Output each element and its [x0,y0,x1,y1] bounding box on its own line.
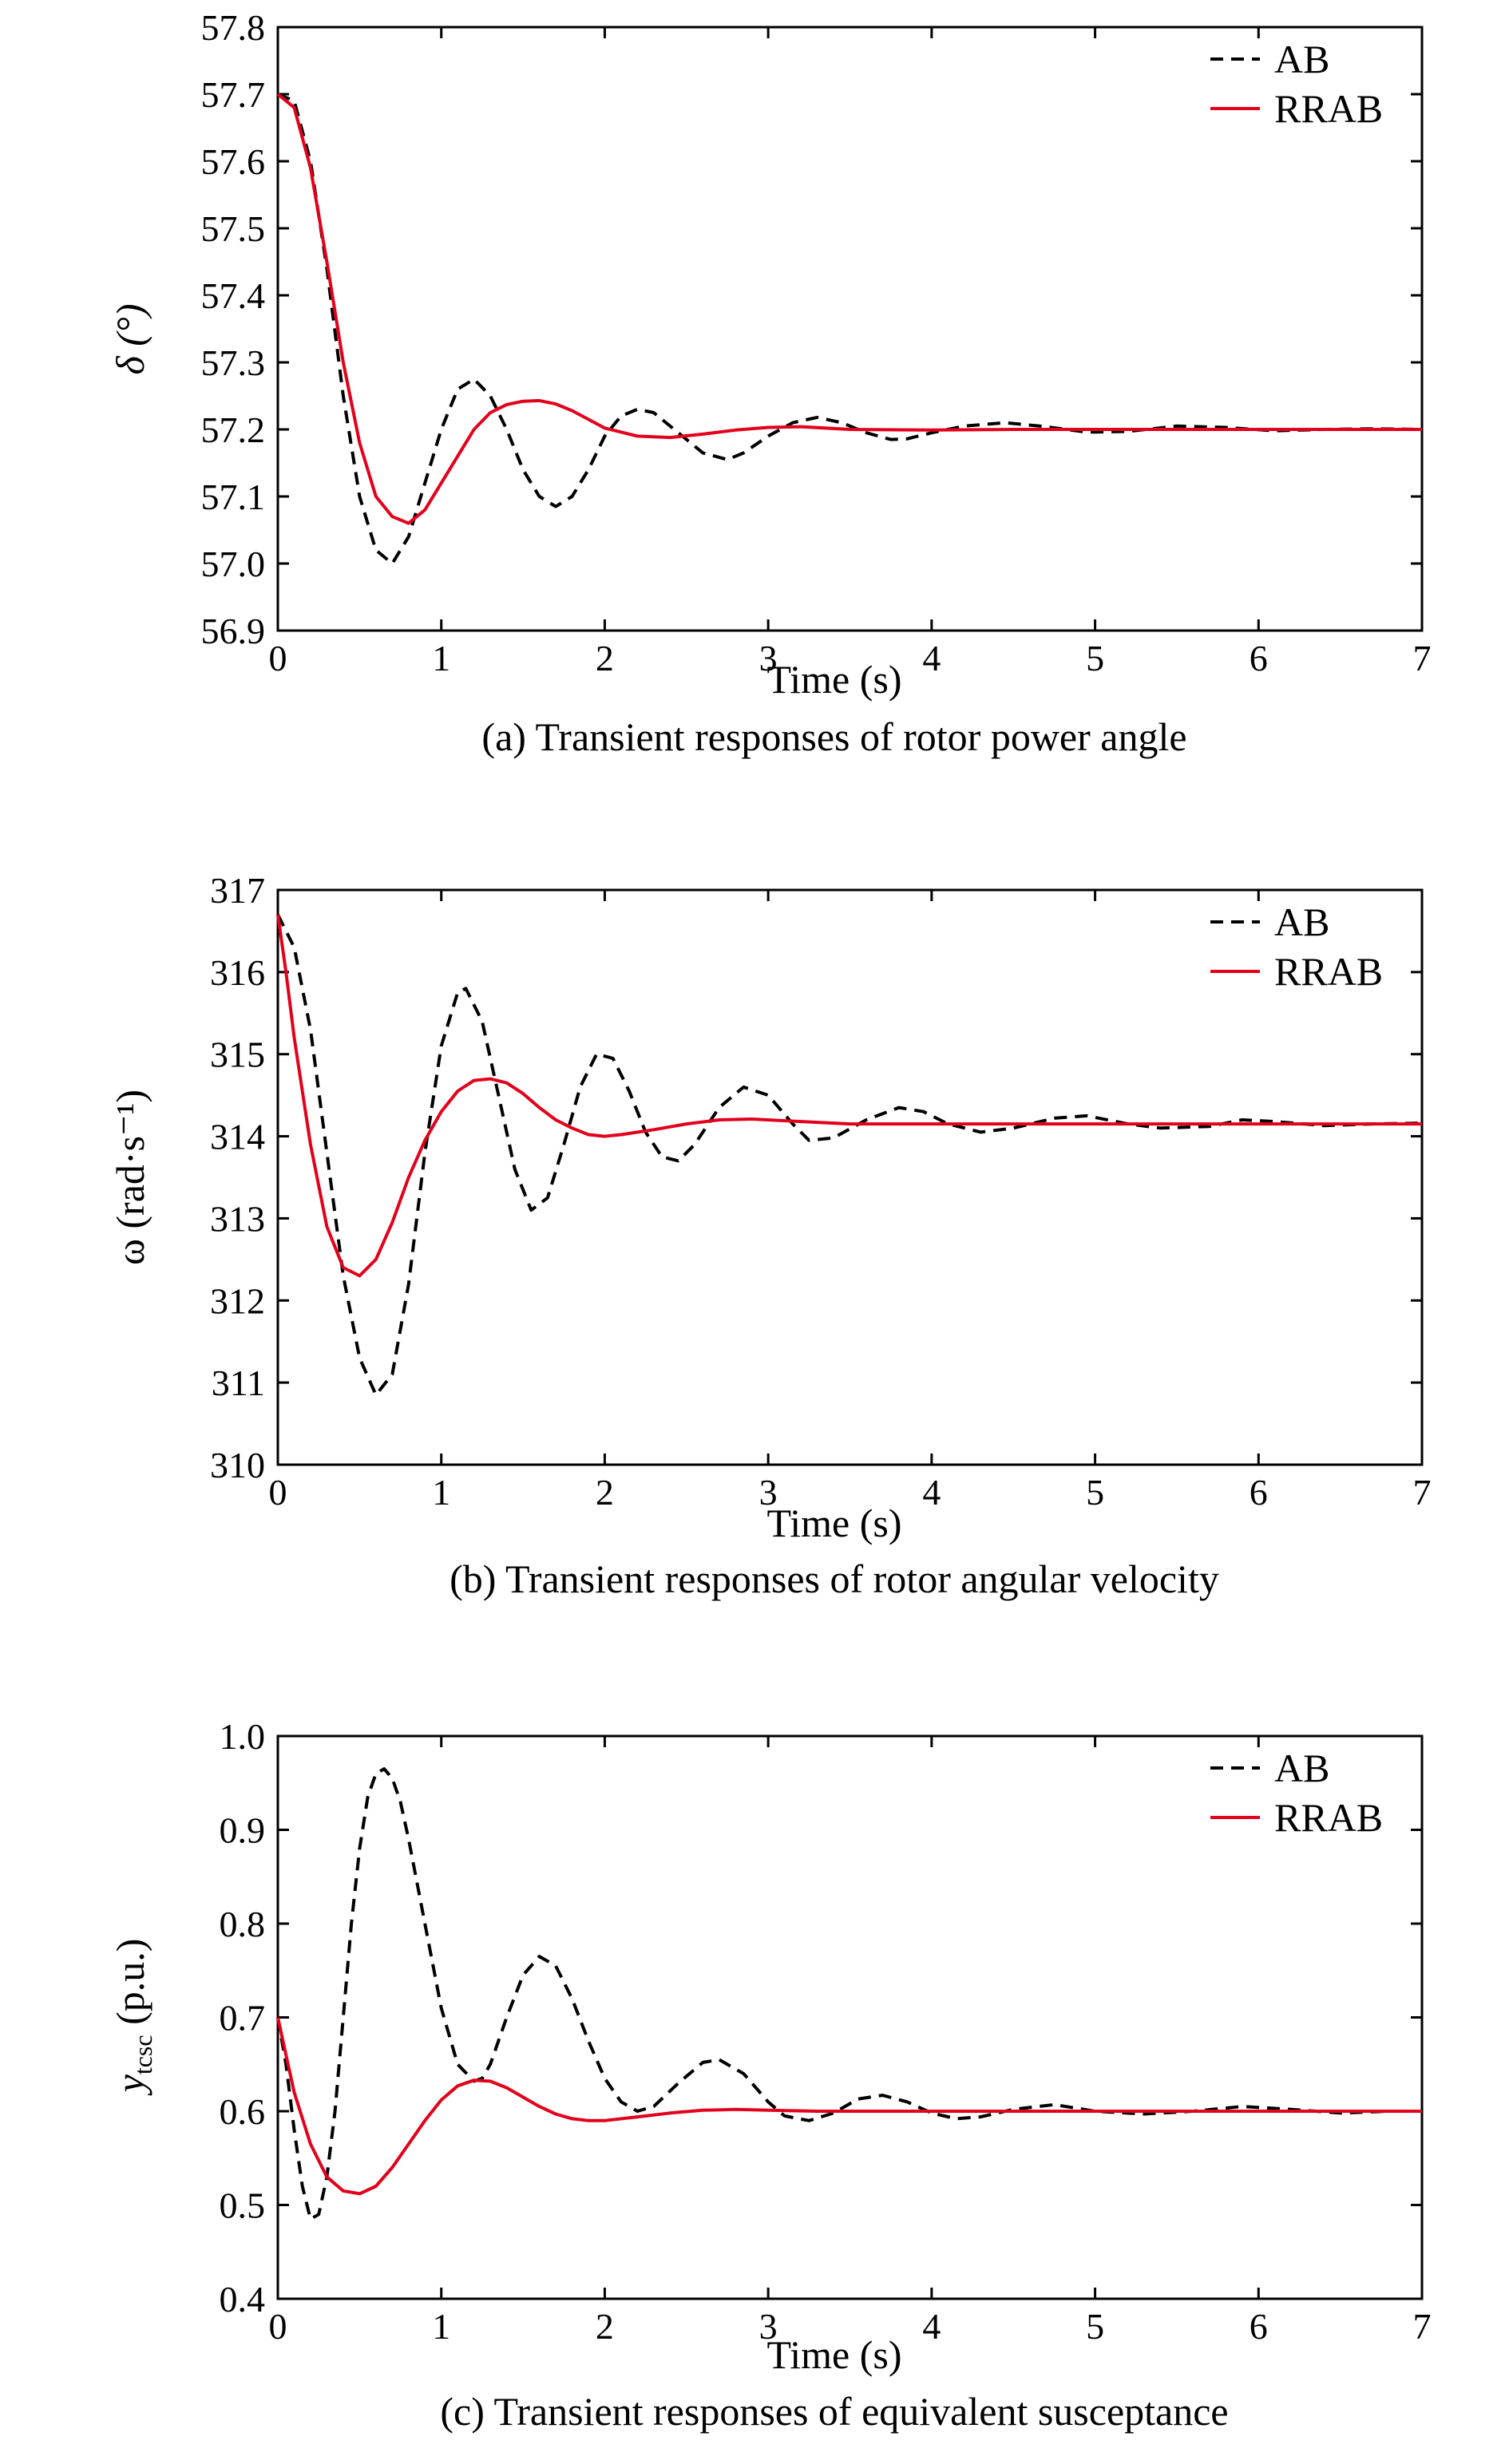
panel-c-series-ab-line [276,1767,1422,2221]
panel-a-caption: (a) Transient responses of rotor power a… [481,714,1186,759]
panel-c-y-tick-label: 0.6 [220,2091,266,2132]
panel-b-xlabel: Time (s) [766,1501,901,1545]
panel-c-series-rrab-line [276,2017,1422,2196]
panel-b-x-tick-label: 4 [922,1472,941,1513]
panel-a-ylabel: δ (°) [108,303,152,374]
panel-b-y-tick-label: 312 [210,1280,265,1321]
panel-c-y-tick-label: 1.0 [220,1716,266,1757]
panel-a-x-tick-label: 2 [596,638,614,678]
panel-a-x-tick-label: 3 [759,638,778,678]
panel-a-plot-frame [276,26,1424,632]
panel-a-x-tick-label: 1 [432,638,450,678]
panel-b-legend-label-rrab: RRAB [1274,949,1383,994]
panel-c-x-tick-label: 4 [922,2306,941,2347]
panel-c-caption: (c) Transient responses of equivalent su… [440,2389,1228,2434]
panel-b-x-tick-label: 1 [432,1472,450,1513]
panel-a-xlabel: Time (s) [766,657,901,702]
panel-c-plot-frame [276,1734,1424,2300]
panel-b-series-ab-line [276,914,1423,1397]
panel-c-y-tick-label: 0.7 [220,1998,266,2039]
panel-c-xlabel: Time (s) [766,2332,901,2377]
panel-b-series-rrab-line [276,914,1422,1278]
panel-c-grid-marks: 0 1 2 3 4 5 6 7 0.4 0.5 0.6 0.7 0.8 0.9 1.0 AB RRAB [220,1716,1432,2347]
panel-rotor-angular-velocity: 0 1 2 3 4 5 6 7 310 311 312 313 314 315 316 317 AB RRAB ω… [108,870,1432,1601]
panel-b-y-tick-label: 317 [210,870,265,911]
panel-c-legend-label-ab: AB [1274,1746,1329,1790]
panel-b-y-tick-label: 310 [210,1445,265,1485]
panel-a-grid-marks: 0 1 2 3 4 5 6 7 56.9 57.0 57.1 57.2 57.3 57.4 57.5 57.6… [201,7,1432,678]
panel-a-legend-label-ab: AB [1274,37,1329,81]
panel-b-x-tick-label: 0 [269,1472,287,1513]
panel-b-x-tick-label: 6 [1250,1472,1268,1513]
panel-c-x-tick-label: 2 [596,2306,614,2347]
panel-b-x-tick-label: 2 [596,1472,614,1513]
panel-c-y-tick-label: 0.4 [220,2279,266,2320]
panel-c-x-tick-label: 5 [1086,2306,1104,2347]
panel-a-y-tick-label: 57.3 [201,342,266,383]
panel-rotor-power-angle: 0 1 2 3 4 5 6 7 56.9 57.0 57.1 57.2 57.3 57.4 57.5 57.6… [108,7,1432,759]
panel-c-x-tick-label: 0 [269,2306,287,2347]
panel-b-plot-frame [276,888,1424,1466]
panel-b-y-tick-label: 311 [212,1363,265,1403]
panel-a-y-tick-label: 57.4 [201,275,266,316]
panel-c-ylabel-main: y [108,2074,152,2096]
panel-c-y-tick-label: 0.5 [220,2185,266,2226]
panel-c-y-tick-label: 0.9 [220,1810,266,1851]
panel-b-y-tick-label: 316 [210,952,265,993]
panel-c-ylabel: ytcsc (p.u.) [108,1939,157,2097]
panel-a-x-tick-label: 6 [1250,638,1268,678]
panel-c-x-tick-label: 3 [759,2306,778,2347]
panel-c-y-tick-label: 0.8 [220,1904,266,1944]
panel-a-y-tick-label: 57.1 [201,477,266,517]
panel-b-x-tick-label: 7 [1413,1472,1432,1513]
panel-c-legend-label-rrab: RRAB [1274,1795,1383,1840]
panel-a-y-tick-label: 57.2 [201,409,266,450]
panel-a-series-rrab-line [276,93,1422,525]
panel-b-ylabel: ω (rad·s⁻¹) [108,1090,152,1265]
panel-a-y-tick-label: 57.6 [201,141,266,182]
panel-b-y-tick-label: 315 [210,1034,265,1075]
panel-b-x-tick-label: 5 [1086,1472,1104,1513]
panel-b-caption: (b) Transient responses of rotor angular… [450,1556,1219,1601]
panel-b-grid-marks: 0 1 2 3 4 5 6 7 310 311 312 313 314 315 316 317 AB RRAB [210,870,1432,1513]
panel-a-series-ab-line [277,93,1423,565]
panel-c-x-tick-label: 6 [1250,2306,1268,2347]
panel-c-x-tick-label: 1 [432,2306,450,2347]
panel-a-y-tick-label: 57.5 [201,208,266,249]
panel-a-legend-label-rrab: RRAB [1274,86,1383,131]
panel-c-ylabel-rest: (p.u.) [108,1939,152,2035]
panel-equivalent-susceptance: 0 1 2 3 4 5 6 7 0.4 0.5 0.6 0.7 0.8 0.9 1.0 AB RRAB ytcs… [108,1716,1432,2434]
panel-b-y-tick-label: 313 [210,1198,265,1239]
panel-c-x-tick-label: 7 [1413,2306,1432,2347]
panel-a-y-tick-label: 56.9 [201,611,266,651]
panel-c-ylabel-sub: tcsc [129,2035,157,2074]
panel-b-y-tick-label: 314 [210,1117,265,1157]
panel-b-legend-label-ab: AB [1274,900,1329,944]
panel-a-x-tick-label: 4 [922,638,941,678]
panel-a-y-tick-label: 57.8 [201,7,266,48]
panel-b-x-tick-label: 3 [759,1472,778,1513]
panel-a-y-tick-label: 57.0 [201,544,266,584]
panel-a-y-tick-label: 57.7 [201,74,266,115]
panel-a-x-tick-label: 5 [1086,638,1104,678]
panel-a-x-tick-label: 7 [1413,638,1432,678]
panel-a-x-tick-label: 0 [269,638,287,678]
